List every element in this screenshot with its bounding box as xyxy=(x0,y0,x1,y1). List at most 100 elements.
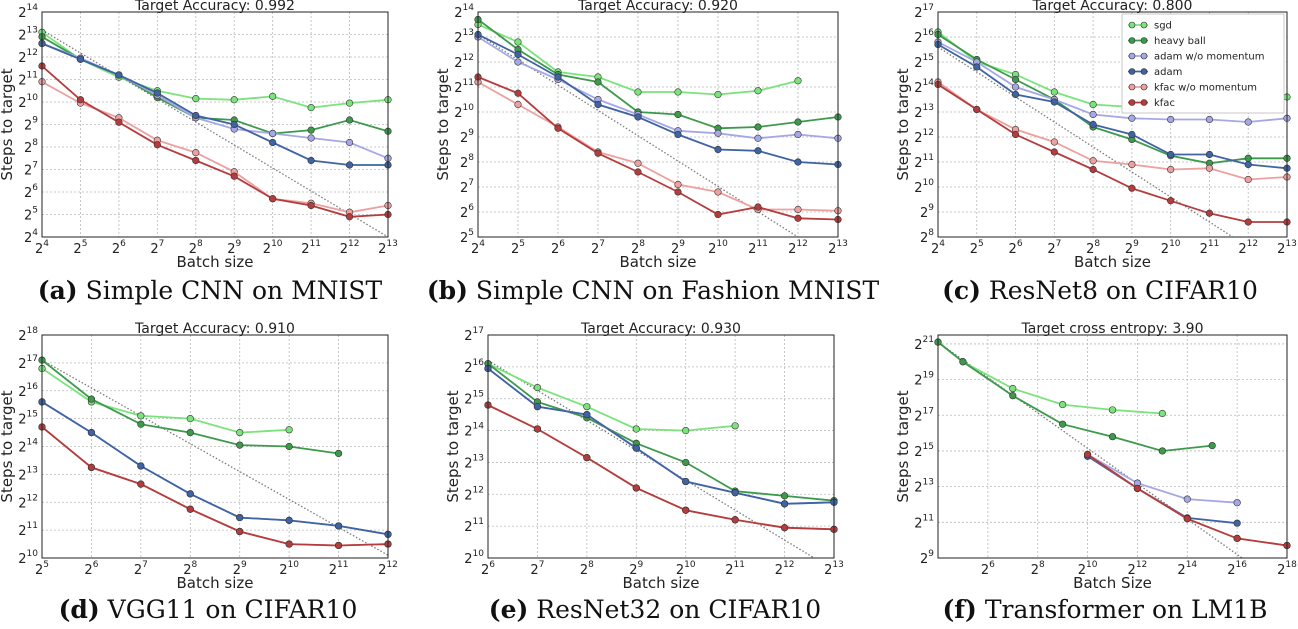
legend-marker xyxy=(1140,99,1148,106)
y-tick-label: 217 xyxy=(464,326,484,344)
legend-item: adam xyxy=(1128,67,1182,78)
y-tick-label: 211 xyxy=(914,513,934,531)
data-point xyxy=(192,156,200,165)
x-tick-label: 216 xyxy=(1227,560,1247,578)
data-point xyxy=(794,214,802,222)
x-tick-label: 211 xyxy=(301,239,321,257)
x-tick-label: 26 xyxy=(481,560,495,578)
data-point xyxy=(533,383,542,392)
data-point xyxy=(345,138,354,147)
data-point xyxy=(269,129,277,138)
chart-panel-1: 24 25 26 27 28 29 210 211 212 213 24 25 26 27 28 29 210 2… xyxy=(0,0,398,305)
x-tick-label: 24 xyxy=(471,239,485,257)
y-tick-label: 215 xyxy=(914,53,934,71)
data-point xyxy=(1233,519,1241,527)
y-tick-label: 211 xyxy=(454,78,474,96)
data-point xyxy=(1011,130,1020,139)
series-adam-w-o-momentum xyxy=(1083,450,1241,507)
chart-title: Target Accuracy: 0.920 xyxy=(577,0,738,14)
y-tick-label: 216 xyxy=(18,382,38,400)
data-point xyxy=(334,522,343,530)
y-tick-label: 26 xyxy=(24,183,38,201)
y-tick-label: 27 xyxy=(460,178,474,196)
y-tick-label: 215 xyxy=(18,410,38,428)
data-point xyxy=(1050,148,1058,156)
series-line xyxy=(42,36,388,135)
legend-marker xyxy=(1128,99,1136,106)
series-line xyxy=(42,42,388,166)
chart-title: Target Accuracy: 0.930 xyxy=(580,321,741,337)
data-point xyxy=(1244,175,1252,184)
data-point xyxy=(731,516,739,524)
data-point xyxy=(1208,442,1216,450)
y-tick-label: 212 xyxy=(454,53,474,71)
chart-panel-6: 26 28 210 212 214 216 218 29 211 213 215 217 219 221 T… xyxy=(894,321,1297,624)
series-sgd xyxy=(474,20,802,99)
y-tick-label: 28 xyxy=(460,153,474,171)
x-tick-label: 212 xyxy=(1128,560,1148,578)
panel-caption: (e) ResNet32 on CIFAR10 xyxy=(489,595,821,624)
legend-item: adam w/o momentum xyxy=(1128,52,1264,63)
x-tick-label: 210 xyxy=(279,560,299,578)
x-tick-label: 210 xyxy=(1078,560,1098,578)
data-point xyxy=(754,147,762,155)
data-point xyxy=(1108,433,1117,441)
data-point xyxy=(780,492,789,500)
plot-frame xyxy=(41,11,389,238)
series-adam xyxy=(484,364,838,508)
data-point xyxy=(1244,160,1252,169)
x-tick-label: 25 xyxy=(511,239,525,257)
data-point xyxy=(533,403,542,411)
x-tick-label: 211 xyxy=(329,560,349,578)
data-point xyxy=(192,95,200,103)
x-tick-label: 28 xyxy=(189,239,203,257)
legend-item: kfac w/o momentum xyxy=(1128,83,1257,94)
data-point xyxy=(674,88,682,96)
plot-frame xyxy=(477,11,839,238)
data-point xyxy=(794,205,802,214)
y-tick-label: 210 xyxy=(18,549,38,567)
ideal-scaling-line xyxy=(938,46,1234,237)
series-kfac xyxy=(38,423,392,550)
x-tick-label: 29 xyxy=(227,239,241,257)
x-tick-label: 212 xyxy=(775,560,795,578)
data-point xyxy=(1244,154,1252,162)
data-point xyxy=(153,89,161,97)
legend-marker xyxy=(1140,37,1148,44)
y-tick-label: 219 xyxy=(914,371,934,389)
y-tick-label: 211 xyxy=(18,71,38,89)
data-point xyxy=(192,111,200,120)
data-point xyxy=(307,104,315,112)
data-point xyxy=(1011,83,1020,91)
y-tick-label: 214 xyxy=(18,3,38,21)
y-tick-label: 210 xyxy=(18,93,38,111)
legend-item: sgd xyxy=(1128,21,1172,32)
data-point xyxy=(731,489,739,497)
x-tick-label: 212 xyxy=(378,560,398,578)
x-tick-label: 29 xyxy=(671,239,685,257)
data-point xyxy=(1089,165,1097,174)
data-point xyxy=(1128,130,1136,139)
data-point xyxy=(583,411,591,419)
data-point xyxy=(1050,98,1058,106)
legend-marker xyxy=(1128,68,1136,75)
series-line xyxy=(1087,453,1238,504)
legend-item: kfac xyxy=(1128,98,1175,109)
x-tick-label: 29 xyxy=(1125,239,1139,257)
series-line xyxy=(42,426,388,547)
series-line xyxy=(42,65,388,218)
x-tick-label: 28 xyxy=(1031,560,1045,578)
data-point xyxy=(285,426,293,434)
series-line xyxy=(488,404,834,531)
data-point xyxy=(594,78,602,86)
legend-label: adam w/o momentum xyxy=(1154,52,1264,63)
y-tick-label: 217 xyxy=(18,354,38,372)
panel-caption: (c) ResNet8 on CIFAR10 xyxy=(942,276,1258,305)
data-point xyxy=(137,420,145,428)
y-tick-label: 28 xyxy=(24,138,38,156)
x-tick-label: 24 xyxy=(35,239,49,257)
x-tick-label: 213 xyxy=(828,239,848,257)
series-kfac xyxy=(1083,450,1291,550)
data-point xyxy=(682,426,690,435)
series-sgd xyxy=(38,364,293,437)
